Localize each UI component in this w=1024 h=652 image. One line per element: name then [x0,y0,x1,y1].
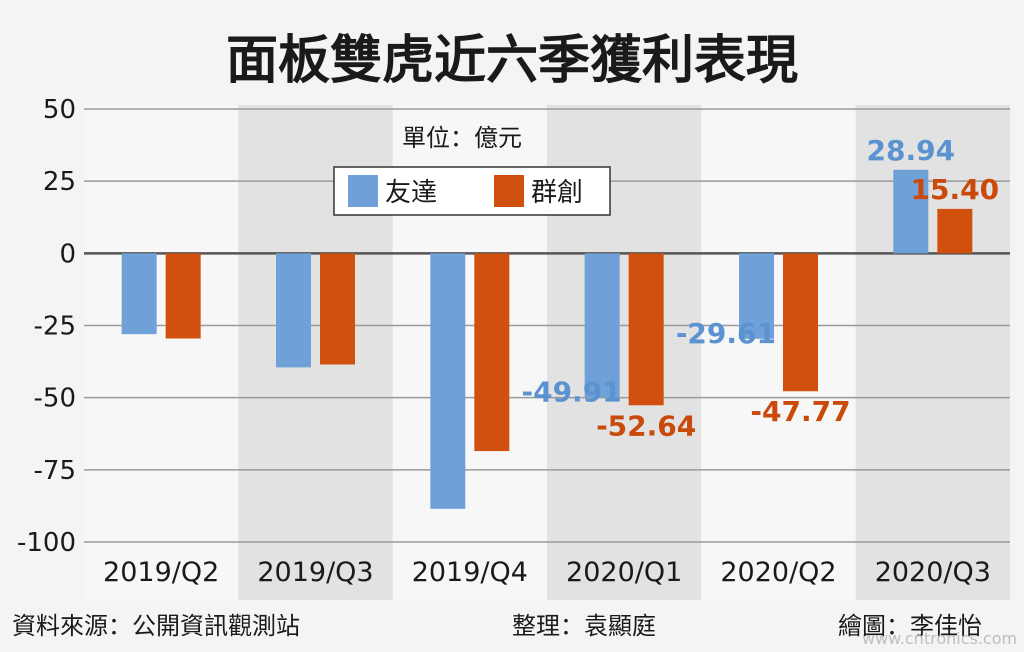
bar-series-1 [584,253,620,398]
data-label-series-2: -47.77 [750,395,850,428]
x-axis-categories: 2019/Q2 2019/Q3 2019/Q4 2020/Q1 2020/Q2 2020/… [103,557,991,588]
y-axis-ticks: 50 25 0 -25 -50 -75 -100 [17,95,76,558]
source-credit: 資料來源：公開資訊觀測站 [12,612,300,640]
category-band [701,105,856,600]
legend-swatch-series-2 [494,175,524,207]
y-tick-label: 25 [43,167,76,197]
bar-series-2 [783,253,818,392]
chart-title: 面板雙虎近六季獲利表現 [226,31,798,91]
category-band [855,105,1010,600]
legend-box [333,166,611,216]
data-label-series-2: -52.64 [596,409,696,442]
unit-label: 單位：億元 [402,124,522,152]
watermark: www.cntronics.com [862,629,1017,648]
data-label-series-1: 28.94 [867,134,956,167]
illustrator-credit: 繪圖：李佳怡 [838,612,982,640]
bar-series-2 [628,253,664,406]
legend: 友達 群創 [333,166,611,216]
x-category-label: 2019/Q2 [103,557,219,588]
x-category-label: 2019/Q4 [412,557,528,588]
category-band [84,105,239,600]
bar-series-2 [320,253,355,365]
bar-series-1 [121,253,157,335]
editor-credit: 整理：袁顯庭 [512,612,656,640]
bar-series-2 [937,208,973,254]
legend-label-series-1: 友達 [385,178,437,208]
bar-series-1 [430,253,466,509]
data-labels: -49.91 -29.61 28.94 -52.64 -47.77 15.40 [521,134,999,442]
y-tick-label: 50 [43,95,76,125]
bars [121,169,973,509]
x-category-label: 2020/Q2 [720,557,836,588]
bar-series-2 [474,253,510,452]
bar-series-1 [739,253,774,339]
legend-label-series-2: 群創 [531,178,583,208]
y-tick-label: -75 [34,456,76,486]
bar-series-1 [893,169,929,254]
bar-series-2 [165,253,201,339]
y-tick-label: -50 [34,384,76,414]
legend-swatch-series-1 [348,175,378,207]
y-tick-label: 0 [59,239,76,269]
gridlines [84,108,1010,543]
x-category-label: 2020/Q3 [875,557,991,588]
y-tick-label: -25 [34,312,76,342]
bar-series-1 [276,253,311,368]
y-tick-label: -100 [17,528,76,558]
data-label-series-2: 15.40 [911,173,1000,206]
data-label-series-1: -49.91 [521,375,621,408]
x-category-label: 2020/Q1 [566,557,682,588]
x-category-label: 2019/Q3 [257,557,373,588]
data-label-series-1: -29.61 [676,317,776,350]
